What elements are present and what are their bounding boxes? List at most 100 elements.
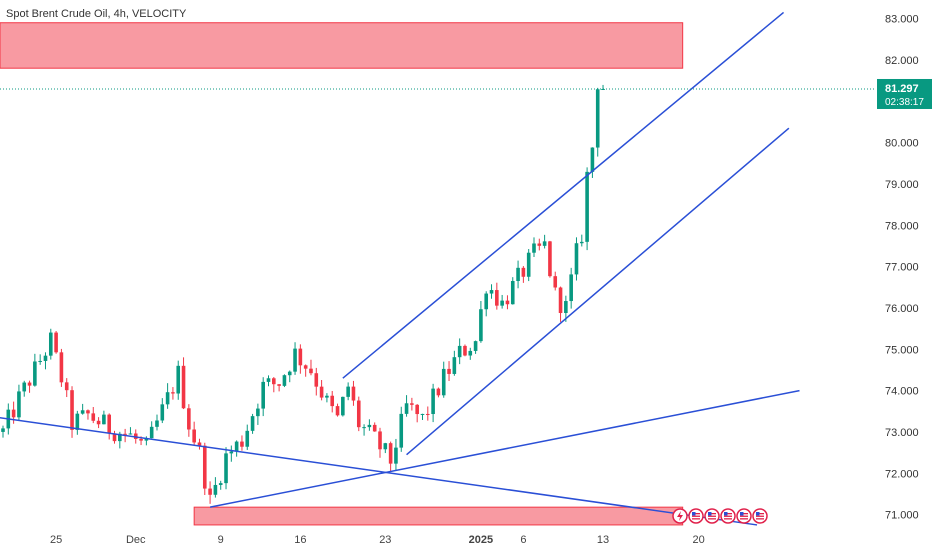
candle xyxy=(54,331,58,354)
candle xyxy=(378,427,382,458)
x-tick-label: Dec xyxy=(126,534,146,546)
candle xyxy=(431,383,435,423)
candle xyxy=(234,440,239,457)
candle xyxy=(447,361,451,382)
candle xyxy=(579,234,584,247)
channel-upper-line[interactable] xyxy=(342,11,785,379)
candle xyxy=(404,395,409,417)
candle xyxy=(473,340,478,354)
candle xyxy=(574,237,579,281)
trendlines-layer xyxy=(0,11,800,526)
candle xyxy=(399,406,404,452)
candle xyxy=(325,393,329,403)
candle xyxy=(521,266,526,283)
support-zone[interactable] xyxy=(193,506,684,526)
candle xyxy=(107,413,111,440)
candle xyxy=(256,403,260,425)
y-tick-label: 76.000 xyxy=(885,303,919,315)
candle xyxy=(346,382,350,401)
price-label-value: 81.297 xyxy=(885,83,919,95)
candle xyxy=(484,291,489,317)
us-flag-icon[interactable] xyxy=(752,508,768,524)
zones-layer xyxy=(0,22,684,526)
events-layer xyxy=(672,508,768,524)
y-tick-label: 75.000 xyxy=(885,344,919,356)
channel-lower-line[interactable] xyxy=(406,127,790,456)
chart-title: Spot Brent Crude Oil, 4h, VELOCITY xyxy=(6,8,187,20)
candle xyxy=(27,380,32,393)
candle xyxy=(277,384,281,392)
candle xyxy=(426,406,430,421)
candle xyxy=(383,442,388,454)
candle xyxy=(272,377,276,393)
lightning-icon[interactable] xyxy=(672,508,688,524)
candle xyxy=(479,300,483,343)
candle xyxy=(266,375,271,387)
us-flag-icon[interactable] xyxy=(736,508,752,524)
candle xyxy=(1,425,5,438)
y-tick-label: 80.000 xyxy=(885,138,919,150)
price-label-box xyxy=(877,78,932,109)
candle xyxy=(532,237,536,258)
y-tick-label: 82.000 xyxy=(885,55,919,67)
candle xyxy=(75,410,80,435)
us-flag-icon[interactable] xyxy=(688,508,704,524)
candle xyxy=(468,347,473,360)
x-tick-label: 16 xyxy=(294,534,306,546)
candle xyxy=(351,380,356,406)
candle xyxy=(500,294,504,309)
x-tick-label: 23 xyxy=(379,534,391,546)
candle xyxy=(314,367,319,396)
us-flag-icon[interactable] xyxy=(720,508,736,524)
time-axis[interactable]: 25 Dec 9 16 23 2025 6 13 20 xyxy=(50,534,705,546)
candle xyxy=(250,413,255,434)
candle xyxy=(298,344,303,374)
candle xyxy=(22,380,27,397)
candle xyxy=(261,377,265,417)
candle xyxy=(240,435,244,451)
candle xyxy=(309,359,313,376)
candle xyxy=(33,353,37,387)
candle xyxy=(224,447,228,490)
price-axis[interactable]: 83.00082.00081.00080.00079.00078.00077.0… xyxy=(885,14,919,522)
candle xyxy=(410,397,414,411)
candle xyxy=(202,442,207,496)
candle xyxy=(516,260,520,289)
descending-trendline[interactable] xyxy=(0,417,758,526)
y-tick-label: 77.000 xyxy=(885,262,919,274)
candle xyxy=(48,328,53,360)
candle xyxy=(70,386,74,438)
candle xyxy=(585,167,589,251)
candle xyxy=(420,413,425,421)
candle xyxy=(388,441,393,472)
candle xyxy=(564,295,568,322)
candle xyxy=(218,480,223,490)
candle xyxy=(341,396,345,417)
y-tick-label: 71.000 xyxy=(885,510,919,522)
candle xyxy=(112,430,117,444)
candle xyxy=(495,282,499,310)
candle xyxy=(537,238,542,251)
resistance-zone[interactable] xyxy=(0,22,684,69)
price-label: 81.297 02:38:17 xyxy=(877,78,932,109)
y-tick-label: 73.000 xyxy=(885,427,919,439)
candle xyxy=(59,348,64,387)
candle xyxy=(287,370,292,383)
rising-support-line[interactable] xyxy=(209,389,800,508)
x-tick-label: 9 xyxy=(218,534,224,546)
candle xyxy=(181,357,186,410)
us-flag-icon[interactable] xyxy=(704,508,720,524)
candle xyxy=(436,387,441,398)
candle xyxy=(590,147,595,178)
candle xyxy=(102,410,106,425)
candle xyxy=(149,421,154,439)
y-tick-label: 79.000 xyxy=(885,179,919,191)
candle xyxy=(553,271,558,291)
candle xyxy=(372,422,377,432)
candle xyxy=(128,427,133,435)
candle xyxy=(595,87,600,157)
candle xyxy=(80,403,85,415)
candle xyxy=(356,396,361,432)
